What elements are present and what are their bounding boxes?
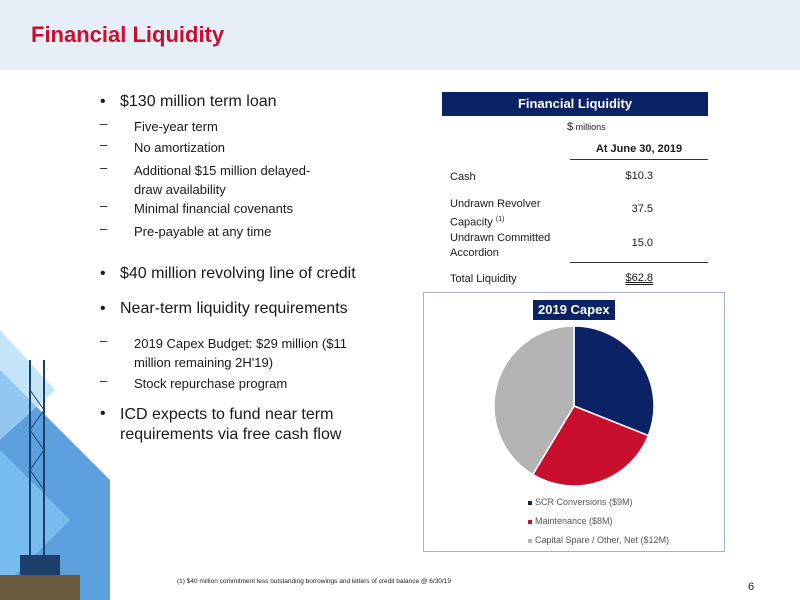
- row-value-accordion: 15.0: [631, 237, 653, 249]
- drilling-rig-graphic: [0, 330, 110, 600]
- page-number: 6: [748, 581, 755, 593]
- legend-swatch: [528, 538, 532, 543]
- legend-swatch: [528, 500, 532, 505]
- row-label-accordion: Undrawn Committed Accordion: [450, 232, 551, 259]
- total-rule: [570, 262, 708, 263]
- header-band: [0, 0, 800, 70]
- capex-chart-frame: [423, 292, 725, 552]
- row-value-revolver: 37.5: [631, 203, 653, 215]
- legend-item: Capital Spare / Other, Net ($12M): [528, 535, 669, 545]
- pie-slice-1: [531, 405, 650, 486]
- liquidity-table-header: Financial Liquidity: [442, 92, 708, 116]
- row-label-revolver: Undrawn Revolver Capacity (1): [450, 198, 541, 229]
- row-label-cash: Cash: [450, 171, 476, 183]
- capex-pie-chart: [493, 326, 655, 486]
- row-value-total: $62.8: [625, 272, 653, 284]
- date-column-header: At June 30, 2019: [570, 143, 708, 160]
- row-label-total: Total Liquidity: [450, 273, 517, 285]
- chart-title: 2019 Capex: [533, 300, 615, 320]
- legend-swatch: [528, 519, 532, 524]
- footnote: (1) $40 million commitment less outstand…: [177, 578, 451, 585]
- row-value-cash: $10.3: [625, 170, 653, 182]
- pie-slice-2: [493, 326, 575, 476]
- legend-item: SCR Conversions ($9M): [528, 497, 633, 507]
- page-title: Financial Liquidity: [31, 22, 225, 47]
- units-label: $ millions: [567, 121, 606, 133]
- legend-item: Maintenance ($8M): [528, 516, 613, 526]
- pie-slice-0: [573, 326, 655, 437]
